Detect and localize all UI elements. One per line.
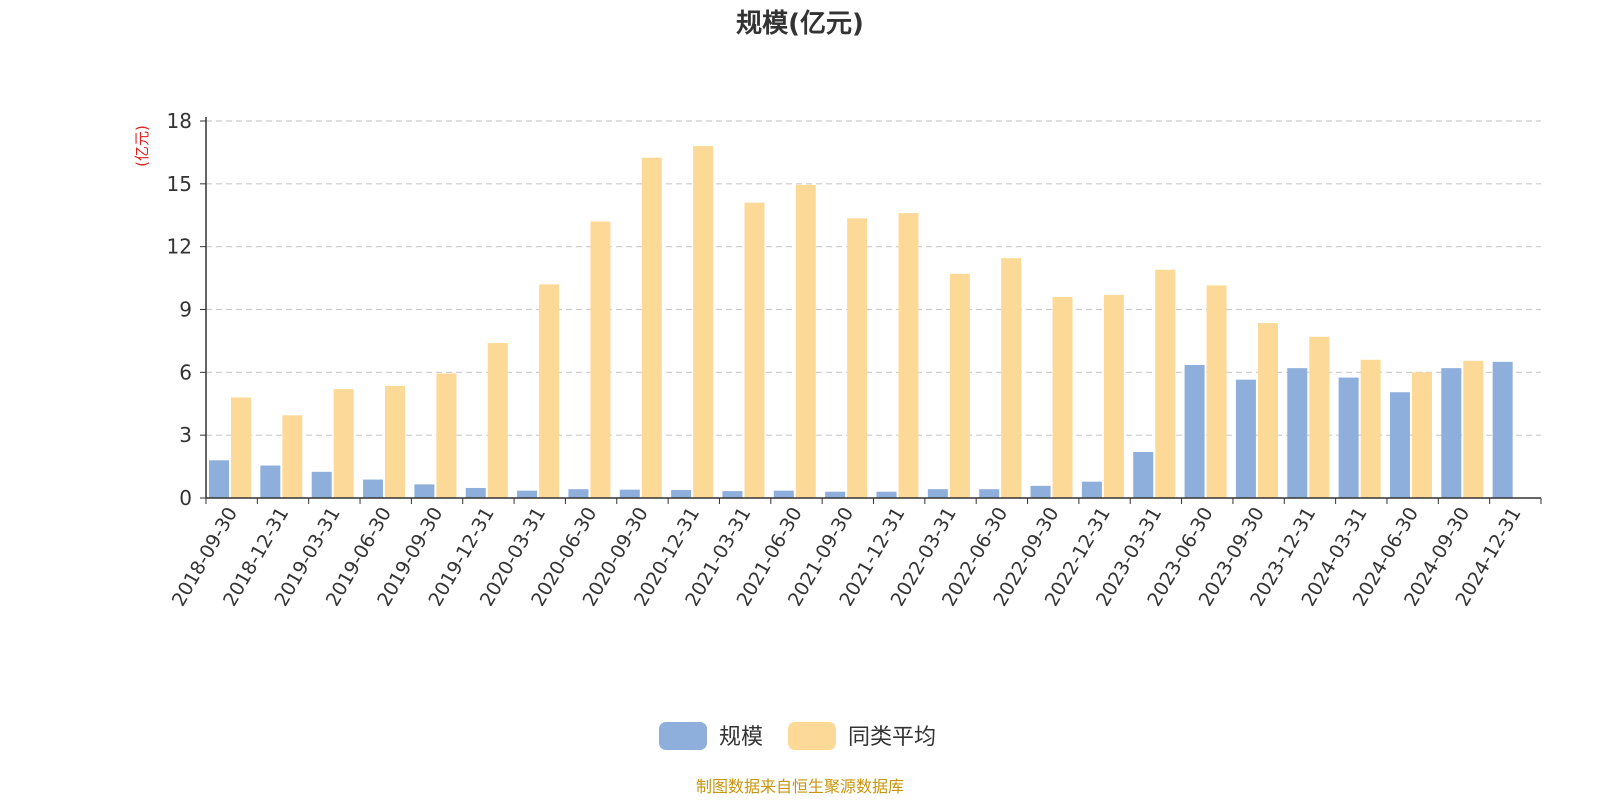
bar-scale[interactable] — [1235, 379, 1256, 498]
y-axis-unit-label: (亿元) — [133, 125, 151, 167]
bar-peer-average[interactable] — [795, 184, 816, 498]
bar-scale[interactable] — [1133, 451, 1154, 498]
y-tick-label: 6 — [179, 360, 192, 384]
bar-scale[interactable] — [876, 491, 897, 498]
bar-scale[interactable] — [1081, 481, 1102, 498]
bar-scale[interactable] — [260, 465, 281, 498]
bar-scale[interactable] — [671, 490, 692, 498]
legend-swatch-scale[interactable] — [659, 722, 707, 750]
bar-peer-average[interactable] — [1360, 359, 1381, 498]
bar-peer-average[interactable] — [898, 213, 919, 498]
data-source-note: 制图数据来自恒生聚源数据库 — [696, 777, 904, 796]
bar-peer-average[interactable] — [693, 146, 714, 498]
bar-peer-average[interactable] — [1463, 360, 1484, 498]
y-tick-label: 18 — [167, 109, 192, 133]
bar-peer-average[interactable] — [333, 389, 354, 498]
bar-peer-average[interactable] — [590, 221, 611, 499]
bar-scale[interactable] — [825, 491, 846, 498]
bar-scale[interactable] — [773, 490, 794, 498]
bar-peer-average[interactable] — [1257, 323, 1278, 498]
bar-scale[interactable] — [414, 484, 435, 498]
bar-scale[interactable] — [1287, 368, 1308, 498]
legend-label-scale[interactable]: 规模 — [719, 725, 763, 750]
bars-group — [209, 146, 1513, 499]
bar-scale[interactable] — [209, 460, 229, 498]
y-tick-label: 12 — [167, 235, 192, 259]
bar-scale[interactable] — [1492, 361, 1513, 498]
bar-scale[interactable] — [1184, 365, 1205, 498]
bar-peer-average[interactable] — [641, 157, 662, 498]
y-tick-label: 0 — [179, 486, 192, 510]
bar-peer-average[interactable] — [1001, 258, 1022, 498]
bar-scale[interactable] — [1389, 392, 1410, 498]
bar-scale[interactable] — [465, 487, 486, 498]
legend-label-peer-average[interactable]: 同类平均 — [848, 725, 936, 750]
bar-peer-average[interactable] — [1206, 285, 1227, 498]
bar-scale[interactable] — [1338, 377, 1359, 498]
bar-peer-average[interactable] — [539, 284, 560, 498]
bar-peer-average[interactable] — [1155, 269, 1176, 498]
bar-peer-average[interactable] — [1103, 294, 1124, 498]
y-tick-label: 9 — [179, 298, 192, 322]
legend-swatch-peer-average[interactable] — [788, 722, 836, 750]
bar-peer-average[interactable] — [1309, 336, 1330, 498]
bar-peer-average[interactable] — [282, 415, 303, 498]
bar-peer-average[interactable] — [436, 373, 457, 498]
bar-peer-average[interactable] — [847, 218, 868, 498]
chart-title: 规模(亿元) — [736, 9, 864, 39]
bar-scale[interactable] — [568, 489, 589, 498]
bar-scale[interactable] — [517, 490, 538, 498]
bar-scale[interactable] — [722, 491, 743, 498]
bar-peer-average[interactable] — [1411, 372, 1432, 498]
bar-peer-average[interactable] — [231, 397, 251, 498]
bar-peer-average[interactable] — [385, 385, 406, 498]
bar-scale[interactable] — [363, 479, 384, 498]
bar-peer-average[interactable] — [949, 273, 970, 498]
bar-scale[interactable] — [1441, 368, 1462, 498]
y-axis-ticks: 0 3 6 9 12 15 18 — [167, 109, 206, 510]
bar-scale[interactable] — [927, 489, 948, 498]
bar-scale[interactable] — [1030, 485, 1051, 498]
bar-peer-average[interactable] — [744, 202, 765, 498]
y-tick-label: 3 — [179, 423, 192, 447]
x-axis-ticks: 2018-09-302018-12-312019-03-312019-06-30… — [168, 498, 1542, 610]
legend[interactable]: 规模 同类平均 — [659, 722, 936, 750]
bar-scale[interactable] — [619, 489, 640, 498]
bar-scale[interactable] — [979, 489, 1000, 498]
y-tick-label: 15 — [167, 172, 192, 196]
bar-peer-average[interactable] — [487, 343, 508, 498]
bar-scale[interactable] — [311, 471, 332, 498]
bar-peer-average[interactable] — [1052, 296, 1073, 498]
